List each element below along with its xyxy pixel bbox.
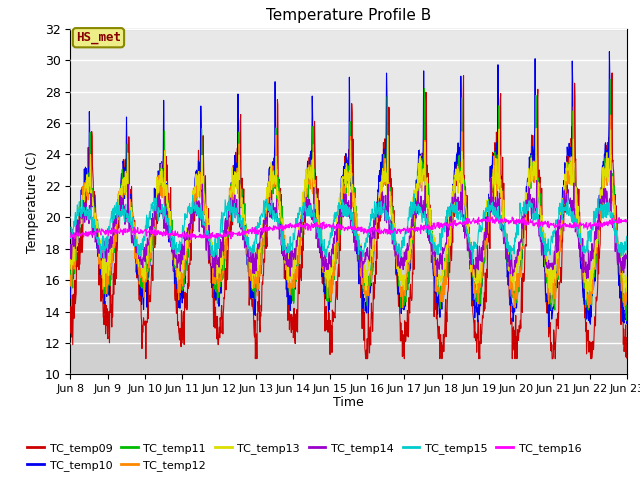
Title: Temperature Profile B: Temperature Profile B	[266, 9, 431, 24]
TC_temp13	[253, 274, 260, 279]
TC_temp14	[435, 266, 443, 272]
TC_temp15	[468, 261, 476, 267]
TC_temp14	[623, 253, 631, 259]
TC_temp13	[582, 297, 589, 302]
TC_temp15	[557, 211, 565, 216]
TC_temp11	[253, 275, 260, 280]
TC_temp14	[190, 211, 198, 217]
TC_temp16	[509, 218, 516, 224]
TC_temp10	[435, 300, 443, 306]
TC_temp12	[436, 288, 444, 294]
TC_temp15	[67, 233, 74, 239]
TC_temp16	[188, 237, 195, 243]
TC_temp10	[623, 317, 631, 323]
TC_temp11	[623, 318, 630, 324]
TC_temp11	[557, 245, 565, 251]
TC_temp15	[508, 245, 516, 251]
TC_temp13	[435, 272, 443, 277]
TC_temp11	[67, 268, 74, 274]
TC_temp15	[190, 204, 198, 209]
TC_temp15	[564, 191, 572, 196]
X-axis label: Time: Time	[333, 396, 364, 408]
TC_temp12	[253, 273, 260, 279]
TC_temp16	[623, 220, 631, 226]
TC_temp14	[508, 260, 516, 266]
Line: TC_temp12: TC_temp12	[70, 107, 627, 308]
TC_temp11	[190, 188, 198, 194]
TC_temp12	[570, 104, 577, 109]
TC_temp09	[436, 331, 444, 337]
TC_temp16	[253, 228, 260, 233]
TC_temp16	[67, 235, 74, 240]
TC_temp14	[557, 212, 565, 218]
TC_temp13	[177, 260, 184, 266]
TC_temp12	[623, 296, 631, 301]
TC_temp09	[191, 218, 198, 224]
Line: TC_temp09: TC_temp09	[70, 73, 627, 359]
TC_temp10	[508, 300, 516, 306]
Line: TC_temp11: TC_temp11	[70, 79, 627, 321]
TC_temp12	[399, 305, 406, 311]
TC_temp09	[508, 356, 516, 361]
TC_temp10	[557, 228, 565, 234]
TC_temp13	[508, 272, 516, 278]
TC_temp13	[67, 261, 74, 266]
Bar	[70, 249, 627, 374]
TC_temp10	[177, 295, 184, 300]
TC_temp11	[508, 295, 516, 300]
TC_temp09	[142, 356, 150, 361]
TC_temp16	[191, 233, 198, 239]
TC_temp14	[607, 168, 615, 174]
Line: TC_temp13: TC_temp13	[70, 128, 627, 300]
TC_temp13	[190, 191, 198, 197]
TC_temp13	[623, 279, 631, 285]
TC_temp15	[177, 243, 184, 249]
TC_temp14	[583, 276, 591, 281]
TC_temp10	[545, 324, 553, 330]
TC_temp14	[67, 255, 74, 261]
TC_temp15	[435, 244, 443, 250]
TC_temp09	[608, 70, 616, 76]
TC_temp09	[253, 356, 260, 361]
Line: TC_temp15: TC_temp15	[70, 193, 627, 264]
TC_temp16	[436, 226, 444, 231]
TC_temp09	[67, 330, 74, 336]
TC_temp11	[606, 76, 614, 82]
Line: TC_temp16: TC_temp16	[70, 217, 627, 240]
TC_temp12	[177, 274, 184, 279]
TC_temp09	[623, 356, 631, 361]
Legend: TC_temp09, TC_temp10, TC_temp11, TC_temp12, TC_temp13, TC_temp14, TC_temp15, TC_: TC_temp09, TC_temp10, TC_temp11, TC_temp…	[23, 439, 586, 475]
TC_temp11	[435, 288, 443, 293]
TC_temp09	[177, 344, 185, 349]
TC_temp10	[253, 279, 260, 285]
Line: TC_temp10: TC_temp10	[70, 52, 627, 327]
TC_temp12	[508, 291, 516, 297]
TC_temp10	[190, 190, 198, 196]
TC_temp10	[605, 49, 613, 55]
TC_temp12	[190, 201, 198, 206]
TC_temp16	[558, 224, 566, 229]
Line: TC_temp14: TC_temp14	[70, 171, 627, 278]
Text: HS_met: HS_met	[76, 31, 121, 44]
TC_temp12	[557, 236, 565, 242]
TC_temp11	[623, 302, 631, 308]
TC_temp09	[557, 280, 565, 286]
TC_temp16	[488, 214, 496, 220]
TC_temp13	[532, 125, 540, 131]
TC_temp14	[177, 247, 184, 253]
TC_temp12	[67, 283, 74, 289]
TC_temp13	[557, 224, 565, 230]
TC_temp16	[177, 232, 184, 238]
TC_temp15	[253, 240, 260, 246]
TC_temp14	[253, 252, 260, 257]
TC_temp11	[177, 280, 184, 286]
TC_temp15	[623, 236, 631, 241]
TC_temp10	[67, 295, 74, 301]
Y-axis label: Temperature (C): Temperature (C)	[26, 151, 39, 252]
